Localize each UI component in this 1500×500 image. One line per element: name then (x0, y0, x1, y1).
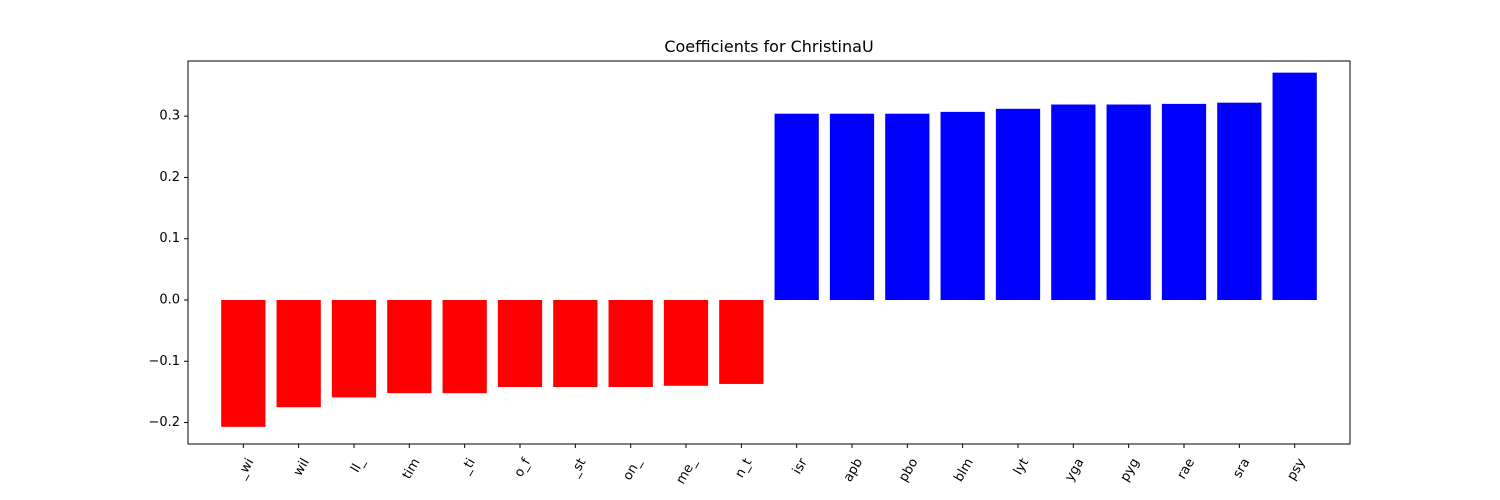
y-tick-label: 0.2 (159, 170, 180, 185)
x-tick-label: o_f (512, 456, 535, 480)
bar-_wi (221, 299, 266, 427)
x-axis: _wi wil ll_ tim _ti o_f _st on_ me_ n_t isr apb pbo b… (234, 444, 1309, 487)
x-tick-label: on_ (620, 455, 645, 483)
bar-ll_ (331, 299, 377, 398)
x-tick-label: pbo (896, 456, 921, 485)
bar-me_ (663, 299, 709, 386)
x-tick-label: lyt (1011, 456, 1032, 478)
y-tick-label: 0.3 (159, 109, 180, 124)
bar-on_ (608, 299, 653, 388)
y-tick-label: 0.0 (159, 292, 180, 307)
x-tick-label: isr (790, 455, 811, 477)
bar-_ti (442, 299, 487, 394)
bar-yga (1051, 104, 1096, 300)
x-tick-label: _st (567, 456, 590, 480)
bar-wil (276, 299, 321, 408)
x-tick-label: yga (1062, 456, 1087, 484)
bar-blm (940, 111, 985, 300)
y-axis: −0.2 −0.1 0.0 0.1 0.2 0.3 (148, 109, 188, 430)
x-tick-label: wil (291, 456, 313, 479)
x-tick-label: pyg (1118, 456, 1143, 484)
y-tick-label: −0.1 (148, 354, 180, 369)
bar-lyt (995, 108, 1041, 300)
x-tick-label: ll_ (348, 455, 368, 475)
chart-title: Coefficients for ChristinaU (664, 37, 873, 56)
bar-rae (1161, 103, 1207, 300)
bars-group (221, 72, 1317, 427)
x-tick-label: n_t (733, 456, 756, 481)
x-tick-label: blm (951, 456, 976, 485)
bar-pyg (1106, 104, 1151, 300)
bar-sra (1217, 102, 1262, 300)
bar-n_t (719, 299, 764, 384)
bar-_st (553, 299, 598, 388)
bar-tim (387, 299, 432, 394)
bar-pbo (885, 113, 930, 300)
x-tick-label: me_ (674, 455, 701, 486)
x-tick-label: rae (1174, 456, 1198, 482)
y-tick-label: 0.1 (159, 231, 180, 246)
bar-isr (774, 113, 819, 300)
x-tick-label: apb (841, 456, 866, 485)
bar-o_f (497, 299, 543, 388)
y-tick-label: −0.2 (148, 415, 180, 430)
bar-apb (829, 113, 875, 300)
x-tick-label: _ti (458, 456, 479, 478)
plot-frame (187, 60, 1351, 445)
bar-psy (1272, 72, 1317, 300)
x-tick-label: tim (400, 456, 424, 482)
x-tick-label: _wi (234, 456, 258, 482)
x-tick-label: psy (1284, 456, 1309, 483)
x-tick-label: sra (1230, 456, 1253, 481)
